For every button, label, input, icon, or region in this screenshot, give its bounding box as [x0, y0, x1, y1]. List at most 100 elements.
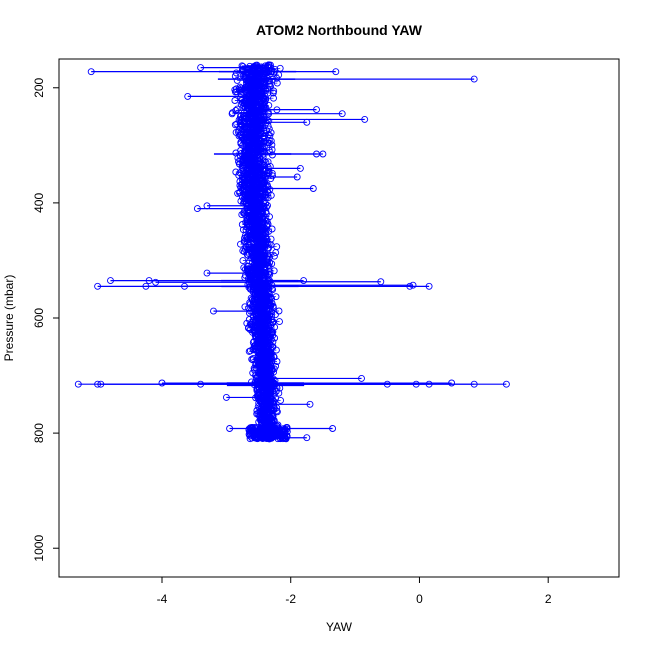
outlier-point	[338, 110, 346, 118]
y-tick-label: 1000	[32, 535, 46, 562]
outlier-point	[303, 434, 311, 442]
data-point	[268, 141, 276, 149]
data-point	[268, 146, 276, 154]
outlier-point	[329, 425, 337, 432]
data-point	[277, 396, 285, 404]
outlier-point	[210, 307, 217, 315]
outlier-point	[470, 380, 478, 388]
outlier-point	[383, 380, 391, 388]
outlier-point	[197, 380, 205, 388]
outlier-point	[193, 205, 201, 213]
y-tick-label: 200	[32, 77, 46, 97]
outlier-point	[293, 173, 301, 181]
outlier-point	[197, 64, 205, 72]
data-point	[254, 147, 262, 155]
chart-title: ATOM2 Northbound YAW	[256, 22, 423, 38]
data-point	[238, 211, 246, 219]
data-point	[247, 424, 255, 432]
data-point	[269, 89, 277, 97]
data-point	[268, 225, 276, 233]
data-point	[260, 424, 268, 432]
outlier-point	[184, 92, 192, 100]
outlier-point	[448, 379, 456, 387]
outlier-point	[74, 380, 82, 388]
y-tick-label: 800	[32, 423, 46, 443]
data-point	[236, 87, 243, 95]
outlier-point	[87, 68, 95, 76]
data-point	[281, 428, 288, 436]
outlier-point	[306, 400, 314, 408]
data-point	[273, 358, 281, 365]
data-point	[273, 74, 281, 82]
data-point	[241, 303, 249, 311]
outlier-point	[152, 278, 160, 286]
data-point	[275, 71, 283, 79]
outlier-point	[425, 282, 433, 290]
outlier-point	[94, 380, 102, 388]
x-tick-label: -2	[285, 592, 296, 606]
data-point	[282, 435, 290, 443]
data-point	[228, 110, 236, 118]
data-point	[269, 304, 277, 311]
outlier-point	[406, 282, 414, 290]
data-point	[231, 88, 239, 96]
data-point	[246, 429, 254, 437]
x-axis-label: YAW	[326, 620, 353, 634]
outlier-point	[222, 393, 230, 401]
outlier-point	[142, 282, 150, 290]
data-point	[231, 72, 239, 80]
data-point	[281, 425, 289, 433]
y-tick-label: 400	[32, 193, 46, 213]
outlier-point	[300, 277, 308, 285]
data-point	[261, 148, 269, 156]
data-point	[232, 69, 240, 77]
data-point	[236, 113, 244, 120]
data-point	[251, 424, 259, 431]
plot-frame	[58, 58, 620, 578]
data-point	[264, 194, 272, 202]
data-point	[240, 209, 248, 217]
data-point	[245, 347, 253, 355]
data-point	[256, 426, 264, 434]
data-point	[273, 407, 281, 415]
data-point	[239, 247, 247, 255]
data-point	[234, 189, 242, 197]
x-axis: -4 -2 0 2	[157, 576, 552, 606]
outlier-point	[303, 118, 311, 126]
outlier-point	[158, 379, 166, 387]
data-point	[259, 435, 267, 442]
data-point	[275, 389, 283, 397]
data-point	[273, 424, 281, 432]
outlier-point	[94, 282, 102, 290]
outlier-point	[470, 75, 478, 83]
x-tick-label: -4	[157, 592, 168, 606]
outlier-point	[296, 164, 304, 172]
data-point	[243, 319, 251, 327]
data-point	[238, 162, 246, 170]
x-tick-label: 0	[416, 592, 423, 606]
data-point	[270, 267, 278, 275]
outlier-point	[358, 374, 365, 382]
data-point	[265, 110, 272, 118]
outlier-point	[97, 380, 105, 388]
data-point	[275, 307, 283, 315]
data-point	[233, 76, 241, 84]
data-point	[245, 431, 253, 439]
data-point	[231, 97, 239, 104]
outlier-point	[145, 277, 153, 285]
data-point	[273, 106, 281, 114]
outlier-point	[361, 115, 369, 123]
outlier-point	[313, 150, 320, 158]
y-axis: 200 400 600 800 1000	[32, 77, 60, 562]
outlier-point	[181, 282, 188, 290]
data-point	[258, 424, 266, 432]
data-point	[270, 252, 278, 260]
outlier-point	[412, 380, 420, 388]
data-point	[268, 151, 276, 159]
data-point	[272, 249, 280, 257]
outlier-point	[309, 185, 317, 192]
data-point	[233, 105, 241, 113]
y-axis-label: Pressure (mbar)	[2, 275, 16, 362]
outlier-point	[107, 277, 114, 285]
data-point	[263, 217, 271, 225]
